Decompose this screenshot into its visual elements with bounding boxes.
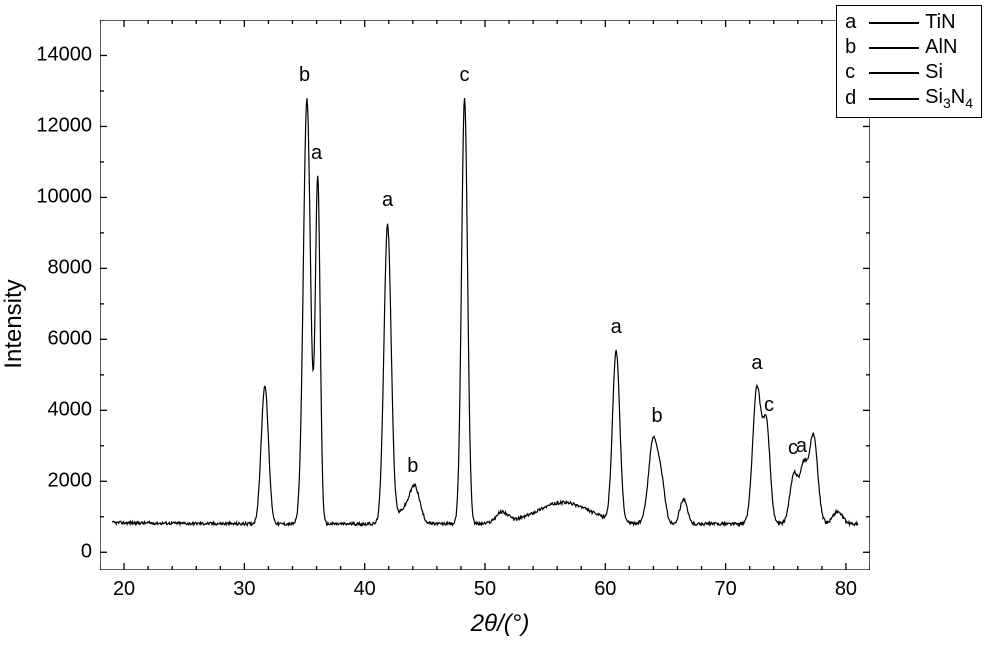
legend-box: aTiNbAlNcSidSi3N4 — [836, 5, 982, 118]
peak-label: c — [460, 64, 470, 87]
chart-container: Intensity 2θ/(°) 0 2000 4000 6000 8000 10000 1… — [0, 0, 1000, 648]
x-tick-label: 70 — [715, 578, 737, 601]
peak-label: a — [751, 352, 762, 375]
xrd-trace — [112, 98, 858, 525]
legend-item: bAlN — [845, 35, 973, 60]
legend-item: dSi3N4 — [845, 85, 973, 113]
peak-label: b — [407, 455, 418, 478]
x-tick-label: 80 — [835, 578, 857, 601]
xrd-line-chart — [100, 20, 870, 570]
x-axis-label: 2θ/(°) — [471, 610, 530, 638]
peak-label: a — [382, 189, 393, 212]
y-tick-label: 0 — [81, 541, 92, 564]
peak-label: b — [299, 64, 310, 87]
x-tick-label: 40 — [354, 578, 376, 601]
y-tick-label: 6000 — [48, 328, 93, 351]
peak-label: a — [311, 142, 322, 165]
peak-label: c — [764, 394, 774, 417]
x-tick-label: 60 — [594, 578, 616, 601]
legend-item: cSi — [845, 60, 973, 85]
x-tick-label: 50 — [474, 578, 496, 601]
peak-label: a — [611, 316, 622, 339]
plot-area — [100, 20, 870, 570]
y-tick-label: 12000 — [36, 115, 92, 138]
x-tick-label: 20 — [113, 578, 135, 601]
legend-item: aTiN — [845, 10, 973, 35]
peak-label: a — [796, 435, 807, 458]
y-tick-label: 2000 — [48, 470, 93, 493]
peak-label: b — [651, 405, 662, 428]
y-axis-label: Intensity — [0, 279, 28, 368]
y-tick-label: 8000 — [48, 257, 93, 280]
x-tick-label: 30 — [233, 578, 255, 601]
y-tick-label: 4000 — [48, 399, 93, 422]
y-tick-label: 10000 — [36, 186, 92, 209]
y-tick-label: 14000 — [36, 44, 92, 67]
